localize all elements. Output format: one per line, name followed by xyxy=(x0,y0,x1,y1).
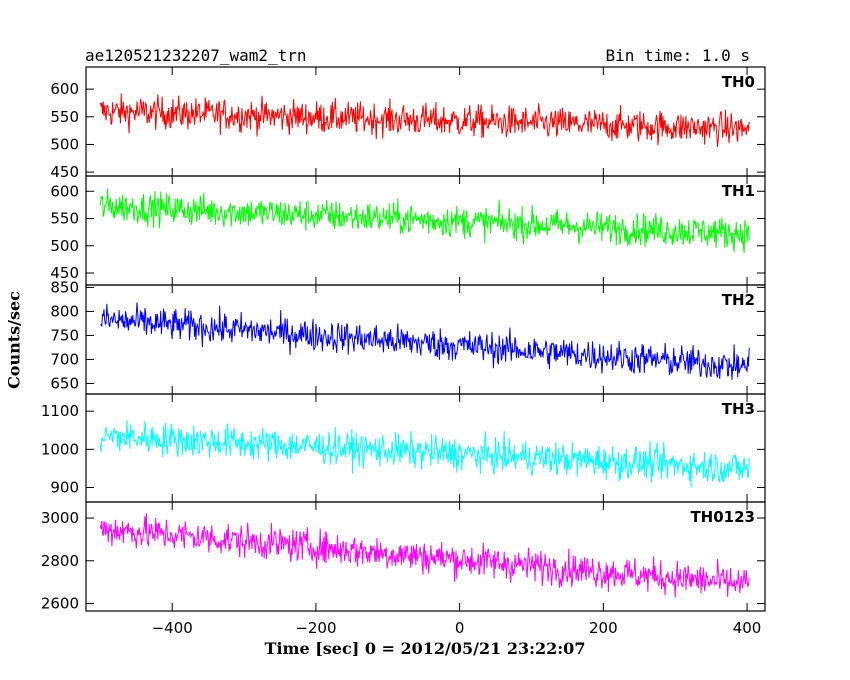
y-tick-label: 550 xyxy=(50,108,79,126)
panel-frame-th1 xyxy=(85,175,766,286)
panel-label-th0: TH0 xyxy=(722,73,755,91)
y-tick-label: 700 xyxy=(50,350,79,368)
x-tick-label: 0 xyxy=(455,619,465,637)
y-tick-label: 650 xyxy=(50,374,79,392)
y-tick-label: 2800 xyxy=(41,552,79,570)
y-tick-label: 850 xyxy=(50,278,79,296)
y-tick-label: 3000 xyxy=(41,509,79,527)
panel-label-th2: TH2 xyxy=(722,291,755,309)
y-tick-label: 600 xyxy=(50,80,79,98)
y-axis-label: Counts/sec xyxy=(4,291,24,389)
series-th1-line xyxy=(99,188,750,254)
x-tick-label: 400 xyxy=(733,619,762,637)
x-axis-label: Time [sec] 0 = 2012/05/21 23:22:07 xyxy=(264,639,586,658)
series-th2-line xyxy=(100,302,750,380)
y-tick-label: 800 xyxy=(50,302,79,320)
y-tick-label: 1000 xyxy=(41,440,79,458)
y-tick-label: 450 xyxy=(50,264,79,282)
y-tick-label: 900 xyxy=(50,478,79,496)
x-tick-label: −400 xyxy=(152,619,193,637)
x-tick-label: −200 xyxy=(295,619,336,637)
y-tick-label: 750 xyxy=(50,326,79,344)
y-tick-label: 500 xyxy=(50,135,79,153)
y-tick-label: 600 xyxy=(50,182,79,200)
series-th3-line xyxy=(99,420,750,488)
chart-title: ae120521232207_wam2_trn xyxy=(85,46,307,65)
panel-label-th3: TH3 xyxy=(722,400,755,418)
panel-label-th0123: TH0123 xyxy=(690,508,755,526)
series-th0123-line xyxy=(99,513,750,598)
y-tick-label: 1100 xyxy=(41,402,79,420)
panel-frame-th2 xyxy=(85,284,766,395)
series-th0-line xyxy=(99,93,750,148)
y-tick-label: 550 xyxy=(50,210,79,228)
panel-frame-th0123 xyxy=(85,501,766,612)
x-tick-label: 200 xyxy=(589,619,618,637)
panel-label-th1: TH1 xyxy=(722,182,755,200)
y-tick-label: 2600 xyxy=(41,595,79,613)
y-tick-label: 450 xyxy=(50,163,79,181)
y-tick-label: 500 xyxy=(50,237,79,255)
bin-time-label: Bin time: 1.0 s xyxy=(605,46,751,65)
